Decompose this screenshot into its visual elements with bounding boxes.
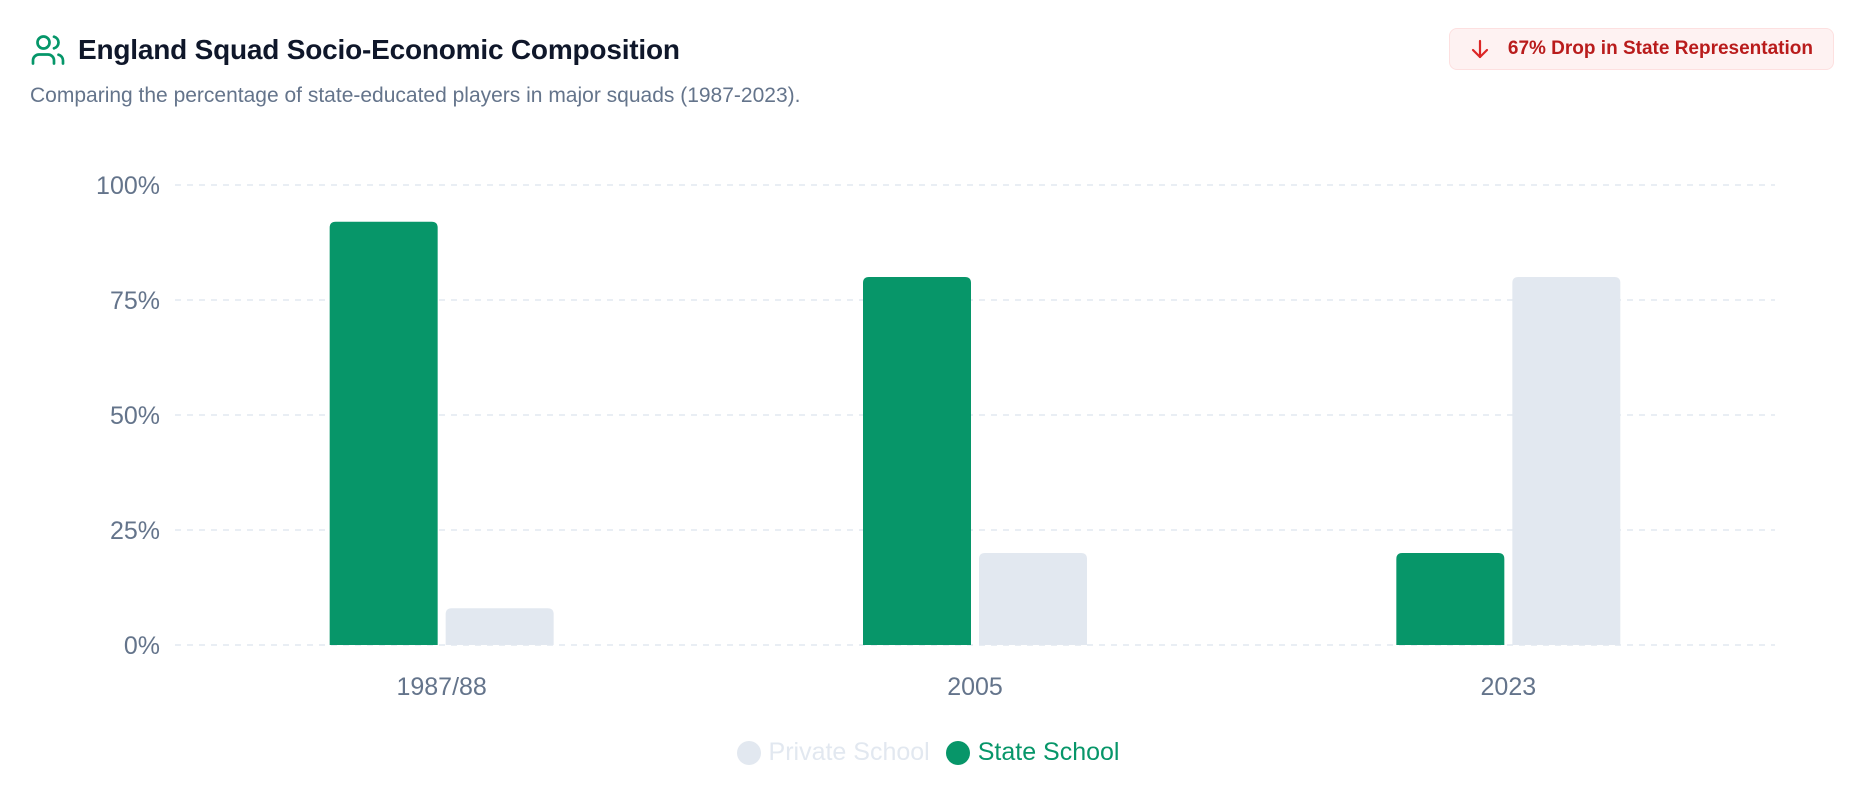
y-tick-label: 75% bbox=[110, 287, 160, 315]
y-axis-ticks: 0% 25% 50% 75% 100% bbox=[96, 172, 160, 660]
legend-item-state-school[interactable]: State School bbox=[945, 738, 1120, 767]
x-axis-ticks: 1987/88 2005 2023 bbox=[396, 673, 1536, 701]
chart-subtitle: Comparing the percentage of state-educat… bbox=[30, 84, 801, 107]
status-badge: 67% Drop in State Representation bbox=[1448, 28, 1834, 70]
chart-header: England Squad Socio-Economic Composition… bbox=[30, 30, 1826, 120]
x-tick-label: 2023 bbox=[1481, 673, 1537, 701]
users-icon bbox=[30, 32, 66, 68]
bar-private-school bbox=[1512, 277, 1621, 645]
legend-swatch bbox=[736, 740, 761, 765]
bar-chart: 0% 25% 50% 75% 100% 1987/88 2005 2023 bbox=[96, 172, 1775, 701]
grid-lines bbox=[175, 184, 1775, 646]
bar-private-school bbox=[979, 553, 1087, 645]
bar-private-school bbox=[445, 608, 554, 645]
y-tick-label: 100% bbox=[96, 172, 160, 200]
y-tick-label: 0% bbox=[124, 632, 160, 660]
legend-label: State School bbox=[977, 738, 1120, 766]
bar-state-school bbox=[329, 221, 438, 646]
chart-legend: Private School State School bbox=[0, 738, 1856, 767]
legend-swatch bbox=[945, 740, 970, 765]
legend-item-private-school[interactable]: Private School bbox=[736, 738, 930, 767]
arrow-down-icon bbox=[1468, 37, 1492, 61]
badge-label: 67% Drop in State Representation bbox=[1507, 38, 1813, 59]
page-title: England Squad Socio-Economic Composition bbox=[78, 34, 680, 65]
x-tick-label: 1987/88 bbox=[396, 673, 486, 701]
title-row: England Squad Socio-Economic Composition bbox=[30, 30, 1826, 70]
legend-label: Private School bbox=[768, 738, 930, 766]
y-tick-label: 25% bbox=[110, 517, 160, 545]
bar-state-school bbox=[1396, 553, 1505, 645]
bar-state-school bbox=[863, 277, 971, 645]
bars bbox=[329, 221, 1621, 646]
x-tick-label: 2005 bbox=[947, 673, 1003, 701]
y-tick-label: 50% bbox=[110, 402, 160, 430]
chart-area: 0% 25% 50% 75% 100% 1987/88 2005 2023 bbox=[0, 150, 1856, 790]
